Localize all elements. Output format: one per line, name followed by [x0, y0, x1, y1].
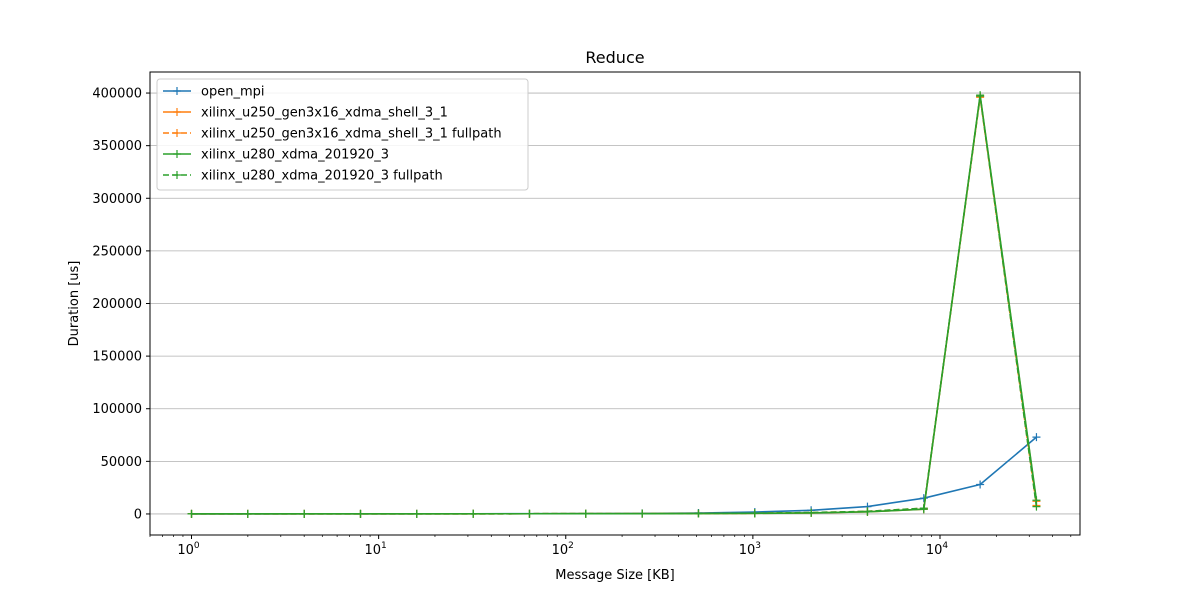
series-line	[191, 436, 1037, 515]
legend-label: open_mpi	[201, 85, 264, 100]
y-axis: 0 50000 100000 150000 200000 250000 300000 3500…	[92, 87, 150, 522]
legend-label: xilinx_u280_xdma_201920_3 fullpath	[201, 169, 443, 184]
data-point	[807, 508, 816, 517]
data-point	[976, 480, 985, 489]
data-point	[976, 92, 985, 101]
chart-title: Reduce	[585, 48, 644, 67]
legend-box	[156, 78, 529, 191]
y-tick-label: 100000	[92, 402, 142, 417]
data-point	[750, 509, 759, 518]
legend-marker	[173, 108, 181, 116]
data-point	[919, 504, 928, 513]
y-tick-label: 400000	[92, 87, 142, 102]
legend-item: xilinx_u250_gen3x16_xdma_shell_3_1	[163, 106, 448, 121]
legend-label: xilinx_u250_gen3x16_xdma_shell_3_1	[201, 106, 448, 121]
data-point	[919, 494, 928, 503]
legend-marker	[173, 87, 181, 95]
series-4	[187, 92, 1041, 518]
y-tick-label: 200000	[92, 297, 142, 312]
data-point	[243, 509, 252, 518]
series-0	[187, 433, 1041, 518]
legend-item: xilinx_u280_xdma_201920_3 fullpath	[163, 169, 443, 184]
x-tick-label: 102	[552, 541, 574, 558]
data-point	[638, 509, 647, 518]
y-tick-label: 300000	[92, 192, 142, 207]
data-point	[412, 509, 421, 518]
legend-label: xilinx_u250_gen3x16_xdma_shell_3_1 fullp…	[201, 127, 502, 142]
legend-marker	[173, 129, 181, 137]
y-tick-label: 50000	[101, 455, 142, 470]
x-tick-label: 101	[364, 541, 386, 558]
y-axis-label: Duration [us]	[67, 261, 82, 347]
y-tick-label: 0	[134, 507, 142, 522]
data-point	[694, 509, 703, 518]
data-point	[1032, 502, 1041, 511]
data-point	[469, 509, 478, 518]
x-tick-label: 103	[739, 541, 761, 558]
x-axis: 100 101 102 103 104	[149, 535, 1072, 558]
y-tick-label: 250000	[92, 244, 142, 259]
y-gridlines	[150, 92, 1080, 515]
x-tick-label: 100	[177, 541, 200, 558]
data-point	[525, 509, 534, 518]
legend-marker	[173, 150, 181, 158]
data-point	[1032, 433, 1041, 442]
x-axis-label: Message Size [KB]	[555, 568, 675, 583]
data-point	[581, 509, 590, 518]
legend-item: xilinx_u280_xdma_201920_3	[163, 148, 389, 163]
legend-item: xilinx_u250_gen3x16_xdma_shell_3_1 fullp…	[163, 127, 502, 142]
data-point	[300, 509, 309, 518]
series-line	[191, 95, 1038, 515]
data-point	[863, 507, 872, 516]
series-group	[187, 91, 1041, 518]
legend-label: xilinx_u280_xdma_201920_3	[201, 148, 389, 163]
legend-marker	[173, 171, 181, 179]
y-tick-label: 150000	[92, 350, 142, 365]
legend: open_mpi xilinx_u250_gen3x16_xdma_shell_3…	[156, 78, 529, 191]
data-point	[356, 509, 365, 518]
y-tick-label: 350000	[92, 139, 142, 154]
data-point	[187, 509, 196, 518]
x-tick-label: 104	[926, 541, 949, 558]
legend-item: open_mpi	[163, 85, 264, 100]
